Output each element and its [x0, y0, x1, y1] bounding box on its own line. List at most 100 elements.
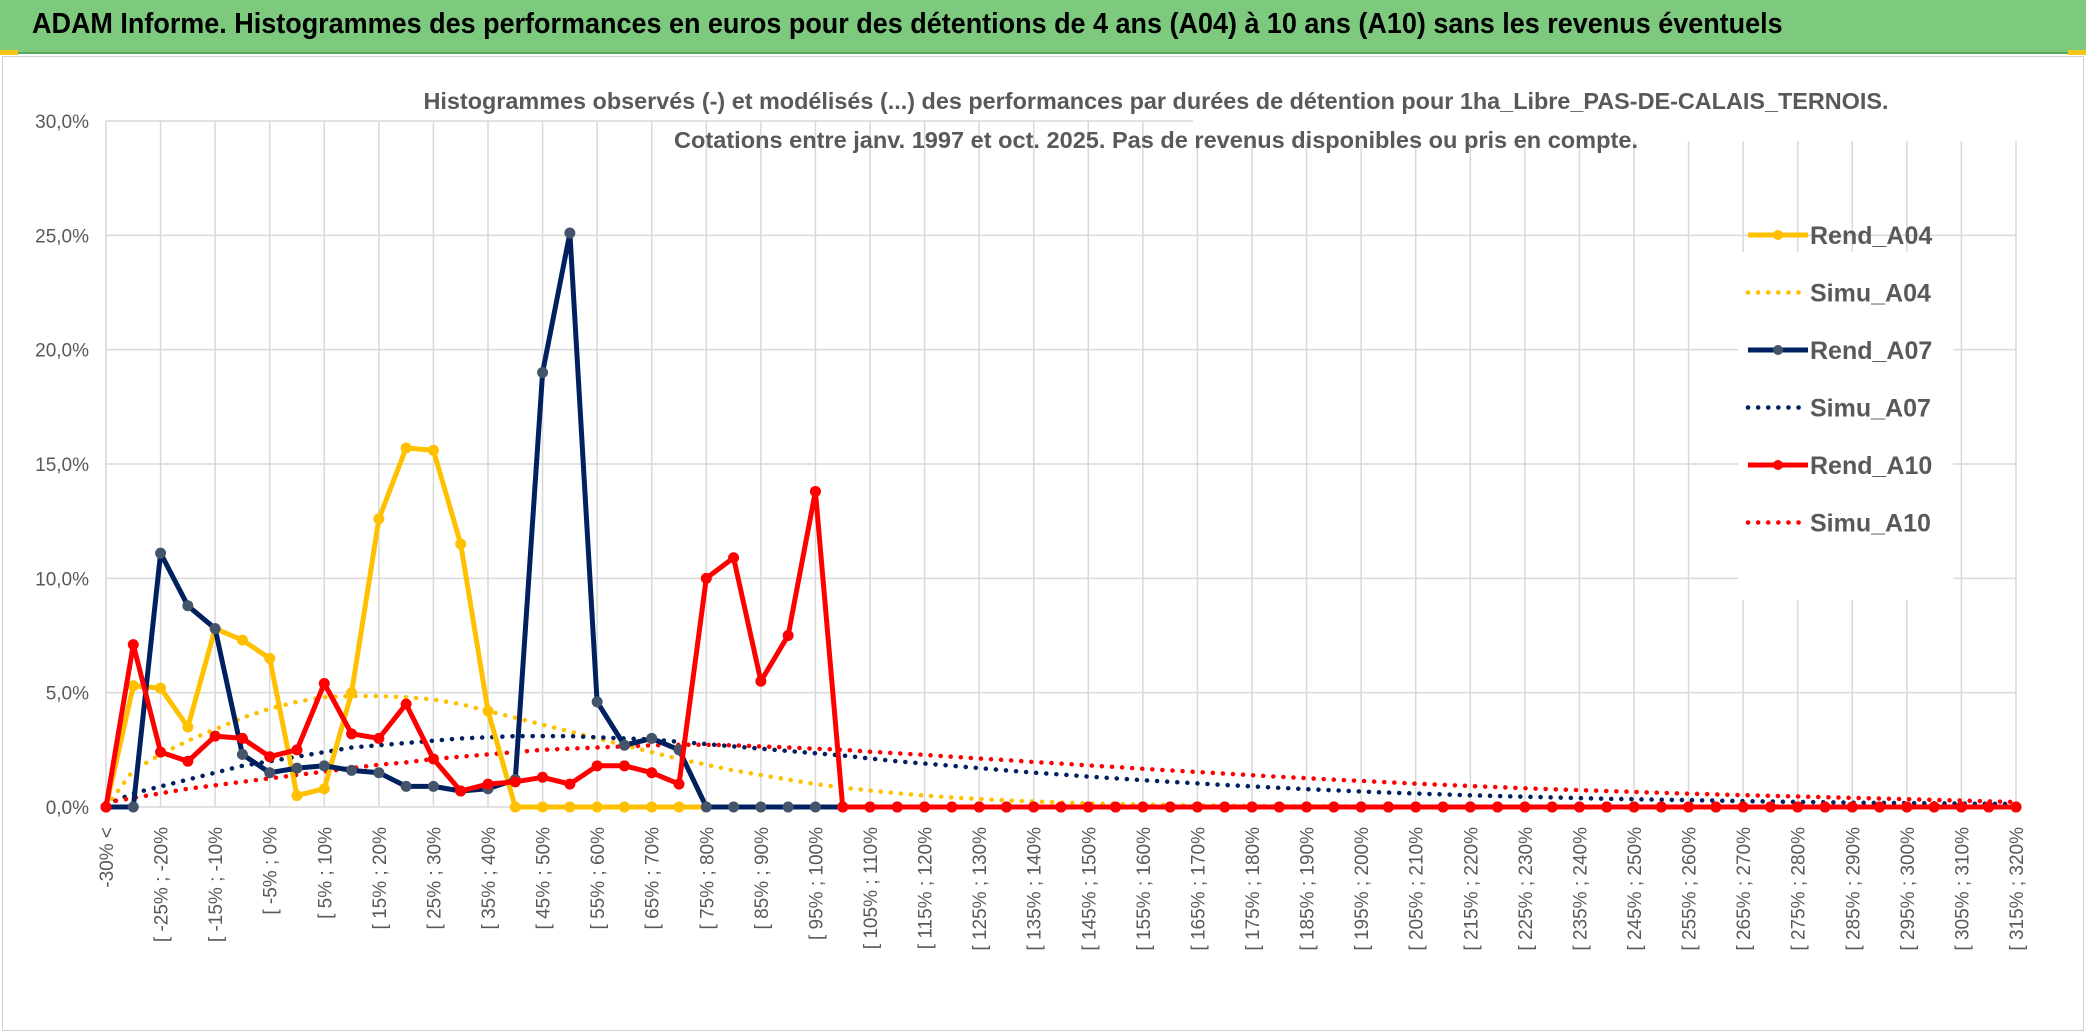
data-point-rend-a07 [318, 760, 330, 772]
header-accent-right [2068, 50, 2086, 55]
data-point-rend-a10 [1382, 801, 1394, 813]
data-point-rend-a10 [1764, 801, 1776, 813]
data-point-rend-a10 [2010, 801, 2022, 813]
data-point-rend-a10 [318, 678, 330, 690]
x-tick-label: [ 155% ; 160% [1134, 827, 1155, 951]
x-tick-label: [ 25% ; 30% [424, 827, 445, 930]
data-point-rend-a07 [209, 623, 221, 635]
data-point-rend-a10 [564, 778, 576, 790]
y-tick-label: 25,0% [35, 226, 89, 247]
data-point-rend-a07 [782, 801, 794, 813]
data-point-rend-a10 [1955, 801, 1967, 813]
x-tick-label: [ -25% ; -20% [152, 827, 173, 942]
data-point-rend-a04 [509, 801, 521, 813]
y-tick-label: 15,0% [35, 455, 89, 476]
data-point-rend-a07 [127, 801, 139, 813]
data-point-rend-a10 [1464, 801, 1476, 813]
data-point-rend-a10 [1437, 801, 1449, 813]
data-point-rend-a10 [455, 785, 467, 797]
series-line-simu-a04 [103, 693, 2019, 810]
x-tick-label: [ 295% ; 300% [1898, 827, 1919, 951]
x-tick-label: [ 135% ; 140% [1025, 827, 1046, 951]
data-point-rend-a10 [1573, 801, 1585, 813]
x-tick-label: [ 255% ; 260% [1680, 827, 1701, 951]
data-point-rend-a10 [1819, 801, 1831, 813]
data-point-rend-a07 [646, 732, 658, 744]
legend-label-simu-a07: Simu_A07 [1810, 395, 1931, 423]
data-point-rend-a10 [127, 639, 139, 651]
data-point-rend-a10 [728, 552, 740, 564]
x-tick-label: [ 205% ; 210% [1407, 827, 1428, 951]
data-point-rend-a07 [618, 739, 630, 751]
data-point-rend-a10 [946, 801, 958, 813]
x-tick-label: [ -5% ; 0% [261, 827, 282, 915]
data-point-rend-a10 [700, 572, 712, 584]
data-point-rend-a04 [673, 801, 685, 813]
data-point-rend-a04 [291, 790, 303, 802]
y-tick-label: 10,0% [35, 569, 89, 590]
chart-title-line2: Cotations entre janv. 1997 et oct. 2025.… [674, 127, 1638, 153]
legend-marker-rend-a04 [1773, 230, 1783, 240]
data-point-rend-a07 [537, 367, 549, 379]
legend-marker-rend-a07 [1773, 345, 1783, 355]
data-point-rend-a04 [236, 634, 248, 646]
data-point-rend-a07 [182, 600, 194, 612]
data-point-rend-a04 [591, 801, 603, 813]
data-point-rend-a10 [673, 778, 685, 790]
x-tick-label: [ 95% ; 100% [806, 827, 827, 940]
x-tick-label: [ 285% ; 290% [1843, 827, 1864, 951]
legend-label-simu-a04: Simu_A04 [1810, 280, 1931, 308]
data-point-rend-a10 [427, 753, 439, 765]
data-point-rend-a07 [809, 801, 821, 813]
y-tick-label: 0,0% [46, 798, 89, 819]
data-point-rend-a10 [1792, 801, 1804, 813]
data-point-rend-a07 [427, 780, 439, 792]
data-point-rend-a10 [346, 728, 358, 740]
data-point-rend-a10 [1273, 801, 1285, 813]
x-tick-label: [ 275% ; 280% [1789, 827, 1810, 951]
data-point-rend-a10 [591, 760, 603, 772]
data-point-rend-a04 [400, 442, 412, 454]
x-tick-label: [ 245% ; 250% [1625, 827, 1646, 951]
x-tick-label: [ 125% ; 130% [970, 827, 991, 951]
chart-title-background [1193, 69, 2083, 141]
chart-title-line1: Histogrammes observés (-) et modélisés (… [424, 88, 1889, 114]
data-point-rend-a10 [1328, 801, 1340, 813]
x-tick-label: [ 165% ; 170% [1188, 827, 1209, 951]
data-point-rend-a07 [591, 696, 603, 708]
legend-label-rend-a10: Rend_A10 [1810, 452, 1932, 480]
data-point-rend-a07 [291, 762, 303, 774]
data-point-rend-a10 [919, 801, 931, 813]
data-point-rend-a07 [236, 748, 248, 760]
x-tick-label: [ 305% ; 310% [1952, 827, 1973, 951]
data-point-rend-a10 [864, 801, 876, 813]
data-point-rend-a07 [564, 227, 576, 239]
data-point-rend-a10 [1846, 801, 1858, 813]
data-point-rend-a10 [891, 801, 903, 813]
x-tick-label: [ 105% ; 110% [861, 827, 882, 949]
legend: Rend_A04 Simu_A04 Rend_A07 Simu_A07 Rend_A10… [1738, 222, 1953, 600]
data-point-rend-a04 [264, 652, 276, 664]
data-point-rend-a10 [1492, 801, 1504, 813]
data-point-rend-a04 [427, 444, 439, 456]
data-point-rend-a07 [346, 764, 358, 776]
data-point-rend-a04 [646, 801, 658, 813]
x-tick-label: [ 45% ; 50% [534, 827, 555, 930]
legend-marker-rend-a10 [1773, 460, 1783, 470]
x-tick-label: [ 65% ; 70% [643, 827, 664, 930]
series-lines [100, 227, 2022, 813]
data-point-rend-a10 [1410, 801, 1422, 813]
data-point-rend-a10 [1191, 801, 1203, 813]
data-point-rend-a10 [1519, 801, 1531, 813]
data-point-rend-a10 [1055, 801, 1067, 813]
data-point-rend-a10 [1246, 801, 1258, 813]
data-point-rend-a04 [182, 721, 194, 733]
data-point-rend-a07 [700, 801, 712, 813]
data-point-rend-a10 [236, 732, 248, 744]
data-point-rend-a10 [1164, 801, 1176, 813]
x-tick-label: [ 235% ; 240% [1570, 827, 1591, 951]
data-point-rend-a04 [455, 538, 467, 550]
data-point-rend-a10 [1110, 801, 1122, 813]
legend-label-simu-a10: Simu_A10 [1810, 510, 1931, 538]
data-point-rend-a10 [1874, 801, 1886, 813]
